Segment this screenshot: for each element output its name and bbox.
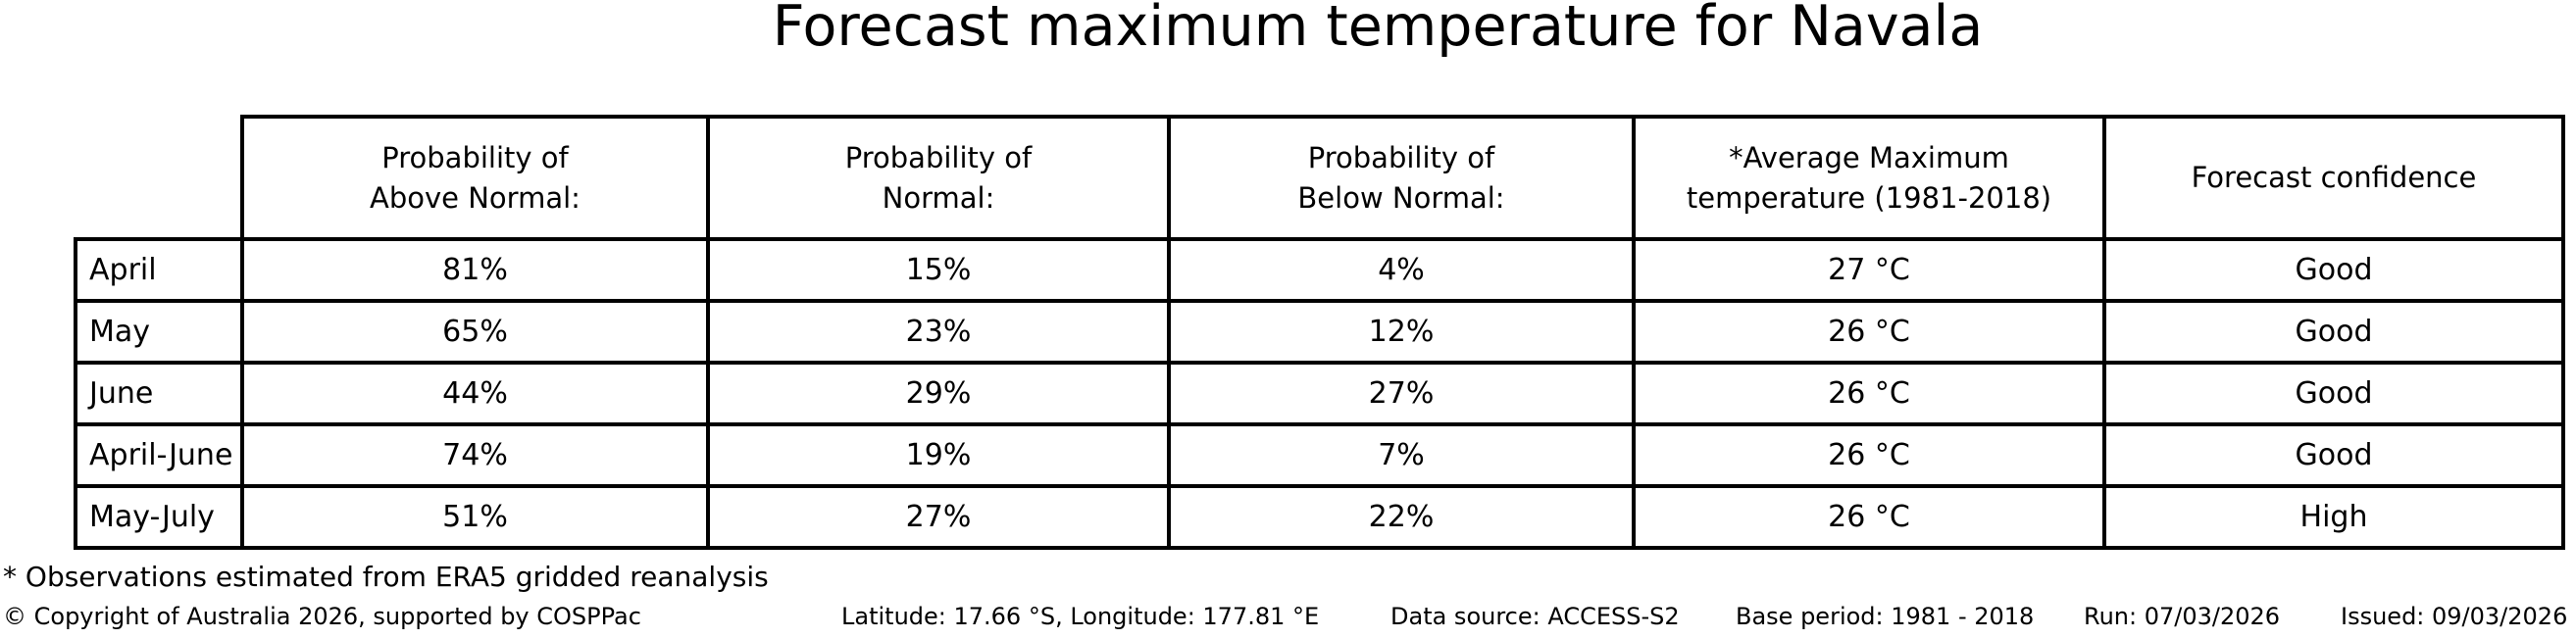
data-source-text: Data source: ACCESS-S2 (1390, 603, 1680, 630)
issued-date-text: Issued: 09/03/2026 (2341, 603, 2568, 630)
table-cell: 27% (706, 484, 1171, 550)
corner-cell (76, 117, 242, 239)
table-row: May-July 51% 27% 22% 26 °C High (74, 484, 2565, 550)
table-cell: 81% (240, 237, 710, 303)
table-cell: 19% (706, 422, 1171, 488)
table-cell: 15% (706, 237, 1171, 303)
table-row: April 81% 15% 4% 27 °C Good (74, 237, 2565, 303)
forecast-table: Probability of Above Normal: Probability … (74, 115, 2565, 550)
row-label: May-July (74, 484, 244, 550)
table-cell: Good (2102, 237, 2565, 303)
table-row: June 44% 29% 27% 26 °C Good (74, 361, 2565, 426)
table-cell: 26 °C (1632, 299, 2106, 365)
table-cell: 22% (1167, 484, 1636, 550)
table-cell: 27% (1167, 361, 1636, 426)
run-date-text: Run: 07/03/2026 (2084, 603, 2281, 630)
table-cell: Good (2102, 422, 2565, 488)
table-cell: 74% (240, 422, 710, 488)
table-cell: 51% (240, 484, 710, 550)
table-head: Probability of Above Normal: Probability … (76, 115, 2565, 241)
table-cell: 29% (706, 361, 1171, 426)
column-header: Probability of Normal: (706, 115, 1171, 241)
table-cell: High (2102, 484, 2565, 550)
table-cell: 7% (1167, 422, 1636, 488)
table-cell: 65% (240, 299, 710, 365)
row-label: June (74, 361, 244, 426)
row-label: May (74, 299, 244, 365)
table-body: April 81% 15% 4% 27 °C Good May 65% 23% 12% 26 °C G… (74, 237, 2565, 550)
table-cell: 26 °C (1632, 361, 2106, 426)
table-cell: 4% (1167, 237, 1636, 303)
base-period-text: Base period: 1981 - 2018 (1736, 603, 2035, 630)
table-row: April-June 74% 19% 7% 26 °C Good (74, 422, 2565, 488)
table-cell: 26 °C (1632, 484, 2106, 550)
location-text: Latitude: 17.66 °S, Longitude: 177.81 °E (841, 603, 1320, 630)
row-label: April (74, 237, 244, 303)
table-cell: Good (2102, 299, 2565, 365)
table-cell: 27 °C (1632, 237, 2106, 303)
column-header: Forecast confidence (2102, 115, 2565, 241)
column-header: Probability of Below Normal: (1167, 115, 1636, 241)
footnote: * Observations estimated from ERA5 gridd… (3, 561, 769, 593)
header-row: Probability of Above Normal: Probability … (76, 115, 2565, 241)
table-row: May 65% 23% 12% 26 °C Good (74, 299, 2565, 365)
table-cell: 12% (1167, 299, 1636, 365)
table-cell: 23% (706, 299, 1171, 365)
table-cell: Good (2102, 361, 2565, 426)
table-cell: 44% (240, 361, 710, 426)
row-label: April-June (74, 422, 244, 488)
copyright-text: © Copyright of Australia 2026, supported… (3, 603, 641, 630)
page-title: Forecast maximum temperature for Navala (772, 0, 1984, 59)
table-cell: 26 °C (1632, 422, 2106, 488)
column-header: Probability of Above Normal: (240, 115, 710, 241)
column-header: *Average Maximum temperature (1981-2018) (1632, 115, 2106, 241)
footer: © Copyright of Australia 2026, supported… (0, 603, 2576, 639)
